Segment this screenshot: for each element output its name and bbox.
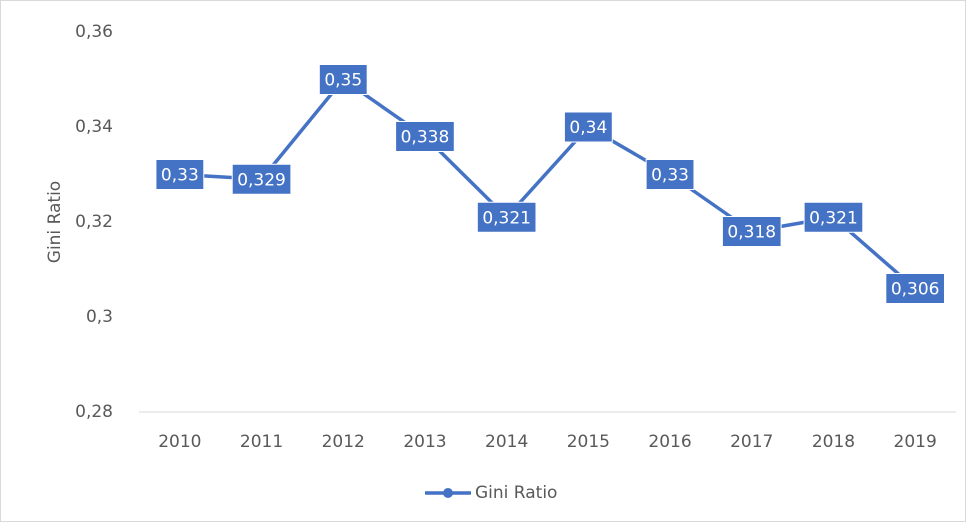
x-tick-label: 2015: [567, 432, 610, 452]
x-tick-label: 2017: [730, 432, 773, 452]
y-axis-title: Gini Ratio: [45, 181, 65, 263]
x-tick-label: 2019: [894, 432, 937, 452]
data-label-box: [885, 273, 945, 304]
data-label-box: [318, 64, 368, 95]
x-tick-label: 2014: [485, 432, 528, 452]
legend-marker: [443, 488, 453, 498]
x-tick-label: 2012: [322, 432, 365, 452]
y-tick-label: 0,34: [75, 117, 113, 137]
data-label: 0,321: [482, 208, 531, 228]
y-tick-label: 0,36: [75, 22, 113, 42]
data-label-box: [155, 159, 205, 190]
x-tick-label: 2016: [648, 432, 691, 452]
x-tick-label: 2018: [812, 432, 855, 452]
data-label: 0,321: [809, 208, 858, 228]
data-label: 0,306: [891, 280, 940, 300]
data-label-box: [645, 159, 695, 190]
data-label: 0,33: [651, 166, 689, 186]
legend-label: Gini Ratio: [475, 483, 557, 503]
y-tick-label: 0,32: [75, 212, 113, 232]
y-tick-label: 0,28: [75, 402, 113, 422]
y-tick-label: 0,3: [86, 307, 113, 327]
data-label-box: [231, 163, 292, 195]
data-label: 0,34: [569, 118, 607, 138]
x-tick-label: 2011: [240, 432, 283, 452]
data-label-box: [476, 201, 537, 233]
x-tick-label: 2010: [158, 432, 201, 452]
x-tick-label: 2013: [403, 432, 446, 452]
line-series: [179, 77, 917, 290]
data-label: 0,35: [324, 71, 362, 91]
data-label: 0,338: [401, 128, 450, 148]
data-label: 0,33: [161, 166, 199, 186]
data-label-box: [803, 201, 864, 233]
data-label: 0,329: [237, 170, 286, 190]
data-label: 0,318: [727, 223, 776, 243]
data-label-box: [721, 216, 782, 247]
data-label-box: [563, 111, 613, 143]
data-label-box: [395, 121, 455, 152]
